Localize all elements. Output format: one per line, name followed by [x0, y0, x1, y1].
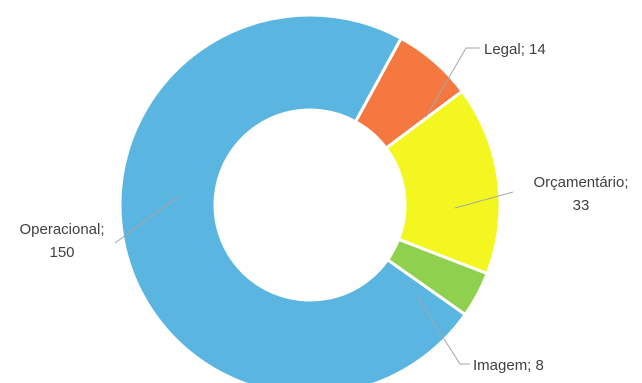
- leader-line-operacional: [114, 196, 179, 244]
- data-label-operacional-line-2: 150: [49, 244, 74, 261]
- data-label-orcamentario-line-2: 33: [573, 197, 590, 214]
- slice-operacional: [118, 13, 468, 383]
- data-label-legal: Legal; 14: [484, 41, 546, 58]
- data-label-imagem: Imagem; 8: [473, 357, 544, 374]
- data-label-orcamentario-line-1: Orçamentário;: [533, 174, 628, 191]
- leader-lines-group: [114, 47, 514, 365]
- leader-line-imagem: [417, 297, 470, 365]
- data-label-operacional-line-1: Operacional;: [19, 221, 104, 238]
- slice-orcamentario: [384, 89, 502, 276]
- leader-line-orcamentario: [454, 191, 514, 209]
- slices-group: [118, 13, 502, 383]
- data-labels-group: Legal; 14 Orçamentário; 33 Imagem; 8 Operaci…: [19, 41, 628, 374]
- leader-line-legal: [425, 47, 480, 118]
